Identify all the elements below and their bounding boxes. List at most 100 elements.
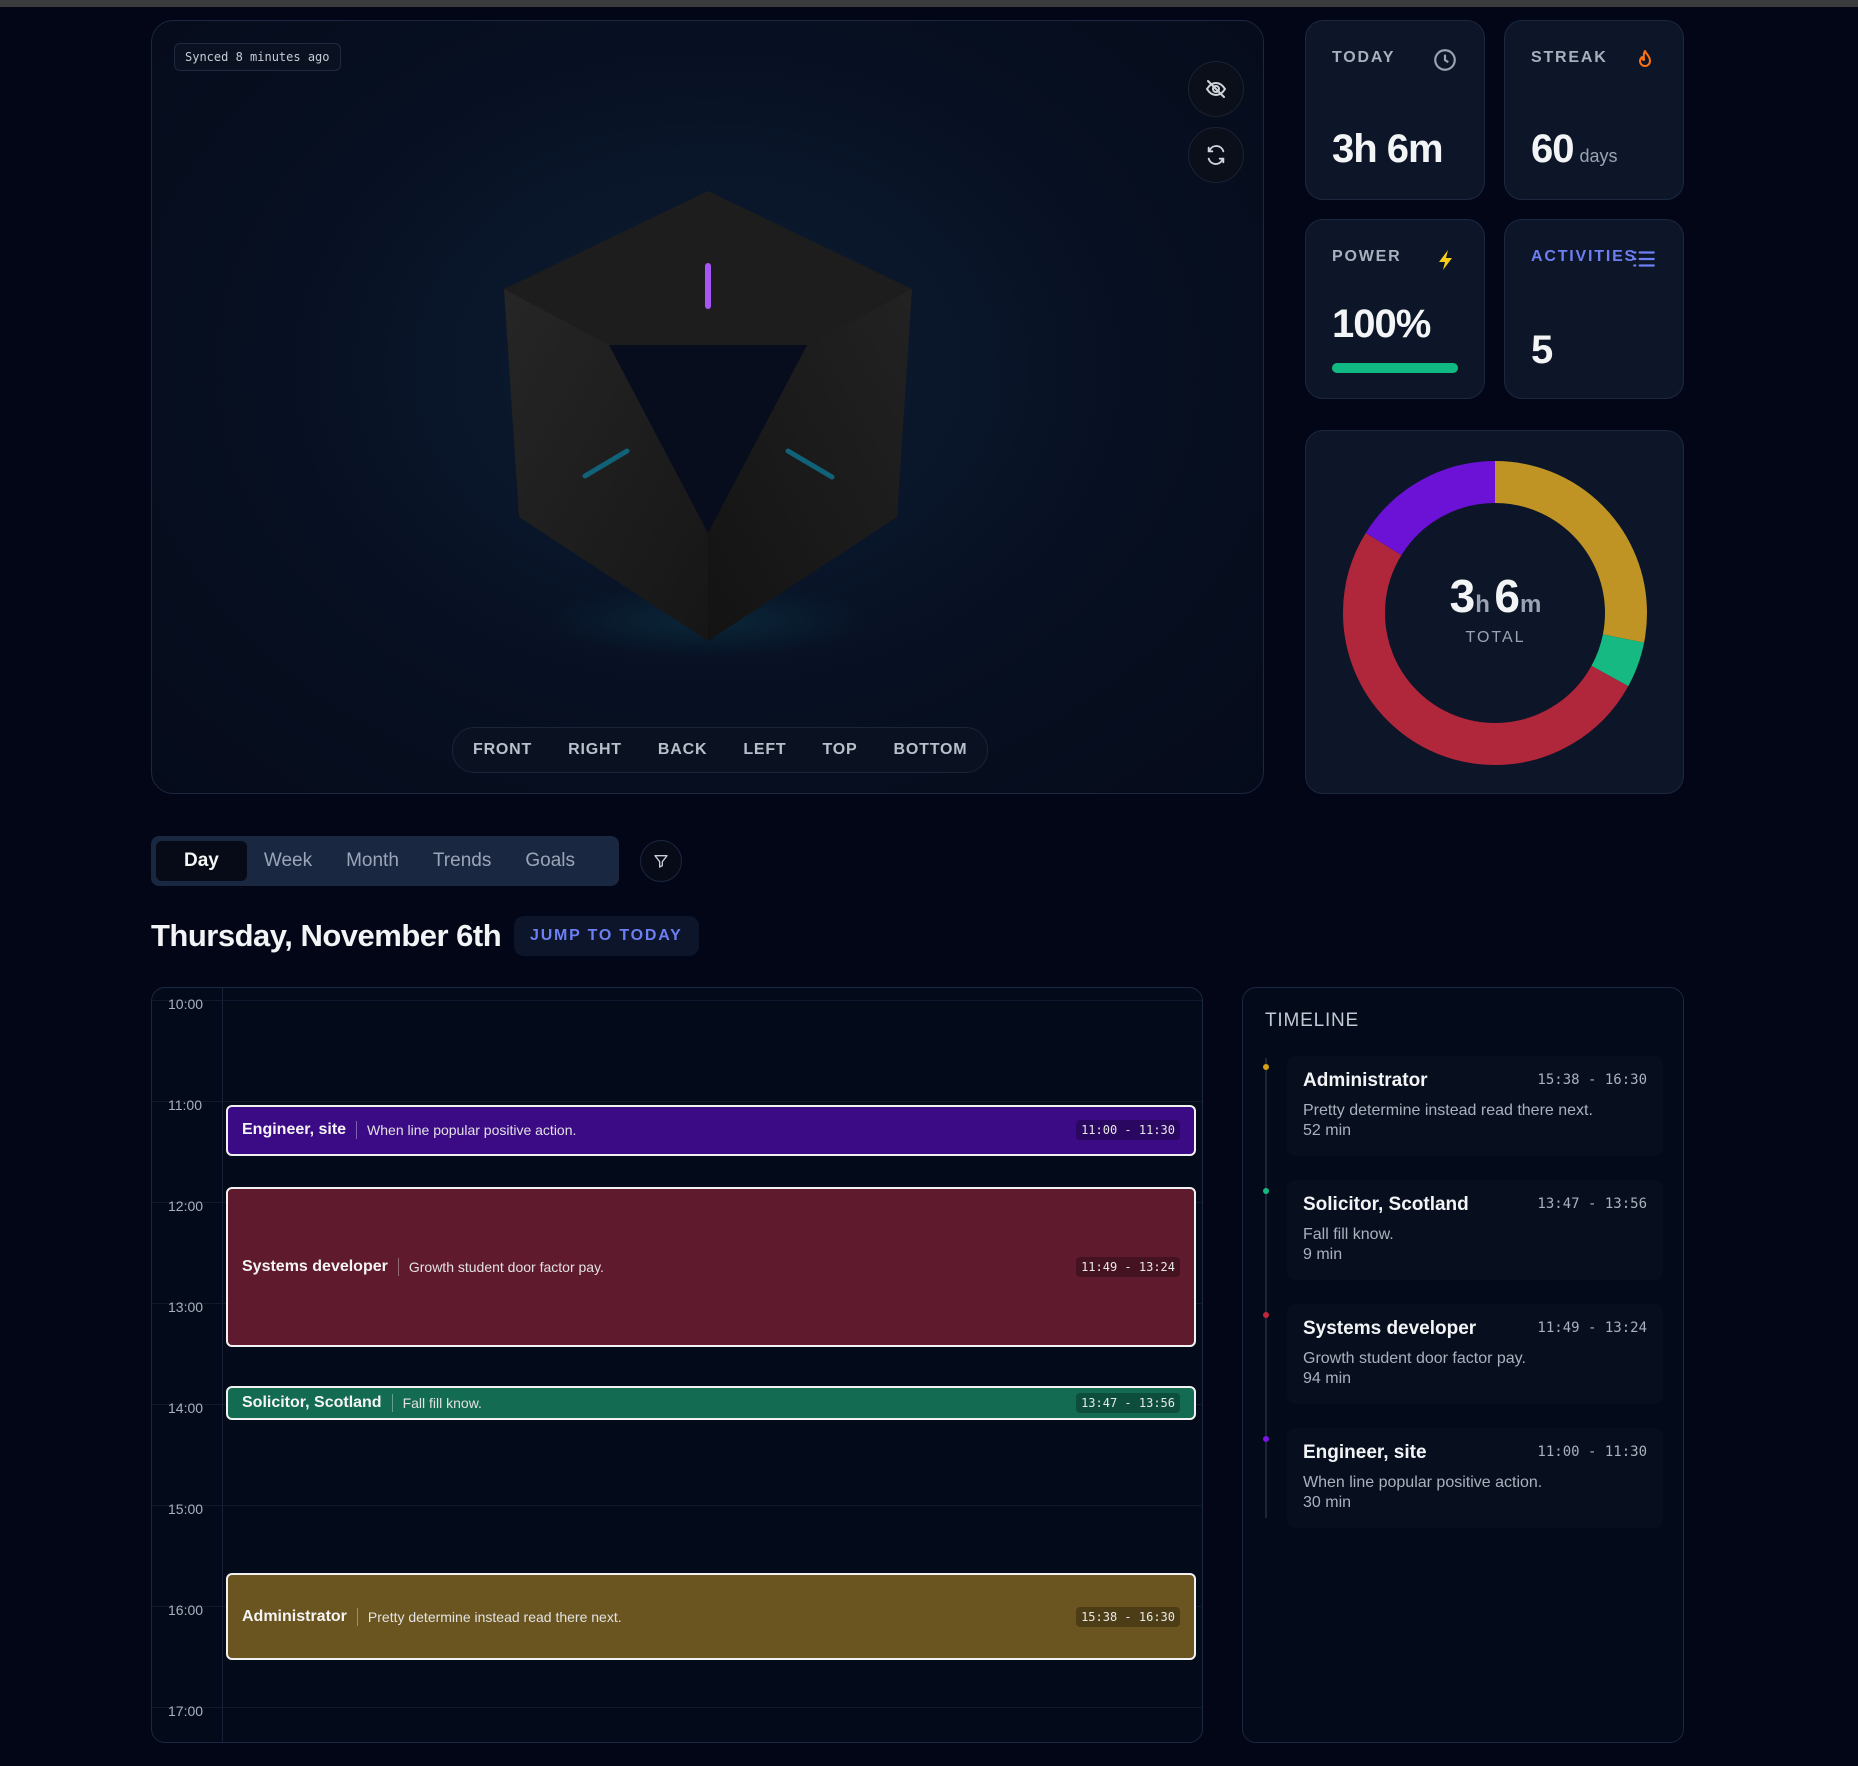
today-value: 3h 6m bbox=[1332, 127, 1444, 171]
timeline-item-duration: 94 min bbox=[1303, 1370, 1352, 1387]
hour-label: 14:00 bbox=[168, 1400, 204, 1416]
hour-gridline bbox=[152, 1505, 1202, 1506]
calendar-event[interactable]: Solicitor, Scotland Fall fill know. 13:4… bbox=[226, 1386, 1196, 1421]
timeline-item-name: Solicitor, Scotland bbox=[1303, 1194, 1469, 1215]
timeline-dot bbox=[1263, 1436, 1269, 1442]
event-title: Engineer, site bbox=[242, 1121, 358, 1140]
sync-status: Synced 8 minutes ago bbox=[174, 43, 341, 71]
hour-label: 12:00 bbox=[168, 1198, 204, 1214]
timeline-item[interactable]: Administrator 15:38 - 16:30 Pretty deter… bbox=[1287, 1056, 1663, 1156]
hour-label: 11:00 bbox=[168, 1097, 202, 1113]
timeline-item-description: When line popular positive action. bbox=[1303, 1474, 1543, 1491]
activities-value: 5 bbox=[1531, 328, 1553, 372]
filter-button[interactable] bbox=[640, 840, 682, 882]
timeline-panel: TIMELINE Administrator 15:38 - 16:30 Pre… bbox=[1242, 987, 1684, 1743]
donut-minutes-unit: m bbox=[1519, 591, 1542, 618]
hour-label: 15:00 bbox=[168, 1501, 204, 1517]
hour-label: 13:00 bbox=[168, 1299, 204, 1315]
flame-icon bbox=[1639, 50, 1651, 67]
view-bottom-button[interactable]: BOTTOM bbox=[893, 741, 968, 758]
timeline-item[interactable]: Engineer, site 11:00 - 11:30 When line p… bbox=[1287, 1428, 1663, 1528]
event-title: Systems developer bbox=[242, 1258, 399, 1277]
view-right-button[interactable]: RIGHT bbox=[568, 741, 622, 758]
timeline-item[interactable]: Systems developer 11:49 - 13:24 Growth s… bbox=[1287, 1304, 1663, 1404]
event-description: When line popular positive action. bbox=[367, 1122, 577, 1139]
jump-to-today-button[interactable]: JUMP TO TODAY bbox=[514, 916, 699, 956]
clock-icon bbox=[1434, 49, 1456, 71]
window-top-bar bbox=[0, 0, 1858, 7]
timeline-title: TIMELINE bbox=[1265, 1010, 1360, 1031]
donut-total: 3h 6m bbox=[1306, 569, 1685, 623]
filter-icon bbox=[654, 855, 668, 868]
event-description: Fall fill know. bbox=[402, 1395, 482, 1412]
timeline-item-name: Engineer, site bbox=[1303, 1442, 1427, 1463]
activity-cube[interactable] bbox=[152, 21, 1265, 795]
list-icon bbox=[1633, 251, 1655, 267]
today-label: TODAY bbox=[1332, 49, 1396, 66]
day-calendar[interactable]: 10:00 11:00 12:00 13:00 14:00 15:00 16:00 17:00… bbox=[151, 987, 1203, 1743]
streak-card: STREAK 60 days bbox=[1504, 20, 1684, 200]
cube-viewer[interactable]: Synced 8 minutes ago bbox=[151, 20, 1264, 794]
timeline-item-duration: 30 min bbox=[1303, 1494, 1352, 1511]
tab-day[interactable]: Day bbox=[156, 841, 247, 881]
tab-trends[interactable]: Trends bbox=[432, 850, 492, 871]
calendar-event[interactable]: Engineer, site When line popular positiv… bbox=[226, 1105, 1196, 1156]
timeline-rail bbox=[1265, 1058, 1267, 1518]
timeline-item-range: 11:49 - 13:24 bbox=[1537, 1320, 1647, 1336]
hour-gridline bbox=[152, 1101, 1202, 1102]
view-left-button[interactable]: LEFT bbox=[743, 741, 787, 758]
hide-cube-button[interactable] bbox=[1188, 61, 1244, 117]
page-title: Thursday, November 6th bbox=[151, 918, 502, 953]
total-time-card: 3h 6m TOTAL bbox=[1305, 430, 1684, 794]
tab-week[interactable]: Week bbox=[263, 850, 313, 871]
view-top-button[interactable]: TOP bbox=[822, 741, 858, 758]
eye-off-icon bbox=[1205, 80, 1227, 98]
reset-view-button[interactable] bbox=[1188, 127, 1244, 183]
donut-segment bbox=[1343, 461, 1647, 765]
donut-minutes: 6 bbox=[1494, 570, 1520, 622]
timeline-item-name: Systems developer bbox=[1303, 1318, 1477, 1339]
donut-segment bbox=[1343, 461, 1647, 765]
timeline-item-description: Growth student door factor pay. bbox=[1303, 1350, 1526, 1367]
event-time-range: 11:49 - 13:24 bbox=[1076, 1257, 1180, 1278]
hour-gutter bbox=[152, 988, 223, 1742]
hour-label: 16:00 bbox=[168, 1602, 204, 1618]
view-back-button[interactable]: BACK bbox=[657, 741, 708, 758]
timeline-item-range: 13:47 - 13:56 bbox=[1537, 1196, 1647, 1212]
timeline-item-description: Fall fill know. bbox=[1303, 1226, 1394, 1243]
power-card: POWER 100% bbox=[1305, 219, 1485, 399]
hour-label: 17:00 bbox=[168, 1703, 204, 1719]
event-title: Administrator bbox=[242, 1607, 358, 1626]
timeline-item-duration: 9 min bbox=[1303, 1246, 1343, 1263]
calendar-event[interactable]: Administrator Pretty determine instead r… bbox=[226, 1572, 1196, 1661]
event-description: Pretty determine instead read there next… bbox=[367, 1608, 622, 1625]
timeline-item-description: Pretty determine instead read there next… bbox=[1303, 1102, 1593, 1119]
donut-hours: 3 bbox=[1449, 570, 1476, 622]
event-time-range: 15:38 - 16:30 bbox=[1076, 1606, 1180, 1627]
hour-label: 10:00 bbox=[168, 996, 204, 1012]
timeline-dot bbox=[1263, 1188, 1269, 1194]
event-time-range: 13:47 - 13:56 bbox=[1076, 1393, 1180, 1414]
donut-hours-unit: h bbox=[1475, 591, 1490, 618]
streak-value: 60 days bbox=[1531, 127, 1618, 172]
calendar-event[interactable]: Systems developer Growth student door fa… bbox=[226, 1187, 1196, 1348]
power-label: POWER bbox=[1332, 248, 1402, 265]
event-title: Solicitor, Scotland bbox=[242, 1394, 393, 1413]
streak-number: 60 bbox=[1531, 127, 1574, 171]
bolt-icon bbox=[1439, 250, 1452, 270]
timeline-item[interactable]: Solicitor, Scotland 13:47 - 13:56 Fall f… bbox=[1287, 1180, 1663, 1280]
view-tabs: Day Week Month Trends Goals bbox=[151, 836, 619, 886]
today-card: TODAY 3h 6m bbox=[1305, 20, 1485, 200]
view-front-button[interactable]: FRONT bbox=[473, 741, 533, 758]
timeline-dot bbox=[1263, 1312, 1269, 1318]
donut-caption: TOTAL bbox=[1465, 629, 1526, 646]
activities-label: ACTIVITIES bbox=[1531, 248, 1638, 265]
cube-view-selector: FRONT RIGHT BACK LEFT TOP BOTTOM bbox=[452, 727, 989, 773]
hour-gridline bbox=[152, 1000, 1202, 1001]
tab-month[interactable]: Month bbox=[346, 850, 399, 871]
activity-donut-chart bbox=[1343, 461, 1647, 765]
hour-gridline bbox=[152, 1707, 1202, 1708]
timeline-dot bbox=[1263, 1064, 1269, 1070]
timeline-item-name: Administrator bbox=[1303, 1070, 1428, 1091]
tab-goals[interactable]: Goals bbox=[525, 850, 575, 871]
